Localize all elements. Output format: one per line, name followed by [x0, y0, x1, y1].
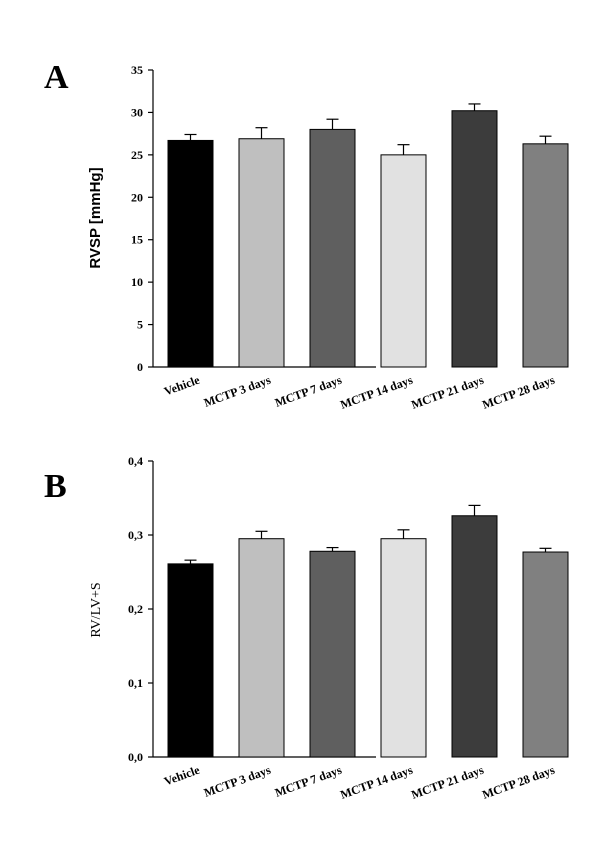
category-label-b-4: MCTP 14 days	[338, 763, 415, 802]
category-label-a-4: MCTP 14 days	[338, 373, 415, 412]
bars-b	[167, 504, 569, 758]
category-label-a-6: MCTP 28 days	[480, 373, 557, 412]
bar-a-5	[451, 110, 498, 368]
y-tick-label-a: 10	[131, 275, 143, 289]
y-axis-label-b: RV/LV+S	[89, 582, 104, 637]
y-tick-label-a: 0	[137, 360, 143, 374]
panel-letter-b: B	[44, 468, 67, 505]
bar-b-5	[451, 515, 498, 758]
y-tick-label-a: 5	[137, 318, 143, 332]
y-tick-label-b: 0,1	[128, 676, 143, 690]
category-label-a-1: Vehicle	[162, 372, 202, 398]
y-axis-label-a: RVSP [mmHg]	[87, 167, 104, 268]
category-label-a-2: MCTP 3 days	[202, 373, 273, 410]
category-label-b-2: MCTP 3 days	[202, 763, 273, 800]
bar-a-2	[238, 138, 285, 368]
bar-a-1	[167, 139, 214, 368]
bar-b-4	[380, 538, 427, 758]
bar-b-3	[309, 550, 356, 758]
y-tick-label-b: 0,0	[128, 750, 143, 764]
y-tick-label-a: 25	[131, 148, 143, 162]
category-label-b-5: MCTP 21 days	[409, 763, 486, 802]
bar-a-3	[309, 128, 356, 368]
category-label-a-3: MCTP 7 days	[273, 373, 344, 410]
panel-letter-a: A	[44, 59, 69, 96]
y-tick-label-a: 20	[131, 190, 143, 204]
bar-a-6	[522, 143, 569, 368]
y-tick-label-b: 0,3	[128, 528, 143, 542]
y-ticks-b: 0,0 0,1 0,2 0,3 0,4	[128, 454, 153, 764]
bar-b-6	[522, 551, 569, 758]
bar-b-1	[167, 563, 214, 758]
y-ticks-a: 0 5 10 15 20 25 30 35	[131, 63, 153, 374]
bar-a-4	[380, 154, 427, 368]
y-tick-label-a: 35	[131, 63, 143, 77]
y-tick-label-a: 30	[131, 105, 143, 119]
bars-a	[167, 103, 569, 368]
y-tick-label-b: 0,2	[128, 602, 143, 616]
category-label-b-1: Vehicle	[162, 762, 202, 788]
category-label-b-3: MCTP 7 days	[273, 763, 344, 800]
y-tick-label-a: 15	[131, 233, 143, 247]
y-tick-label-b: 0,4	[128, 454, 143, 468]
category-label-b-6: MCTP 28 days	[480, 763, 557, 802]
category-label-a-5: MCTP 21 days	[409, 373, 486, 412]
panel-b: B RV/LV+S 0,0 0,1 0,2 0,3 0,4 Vehicle MCTP 3 …	[44, 454, 569, 802]
bar-b-2	[238, 538, 285, 758]
